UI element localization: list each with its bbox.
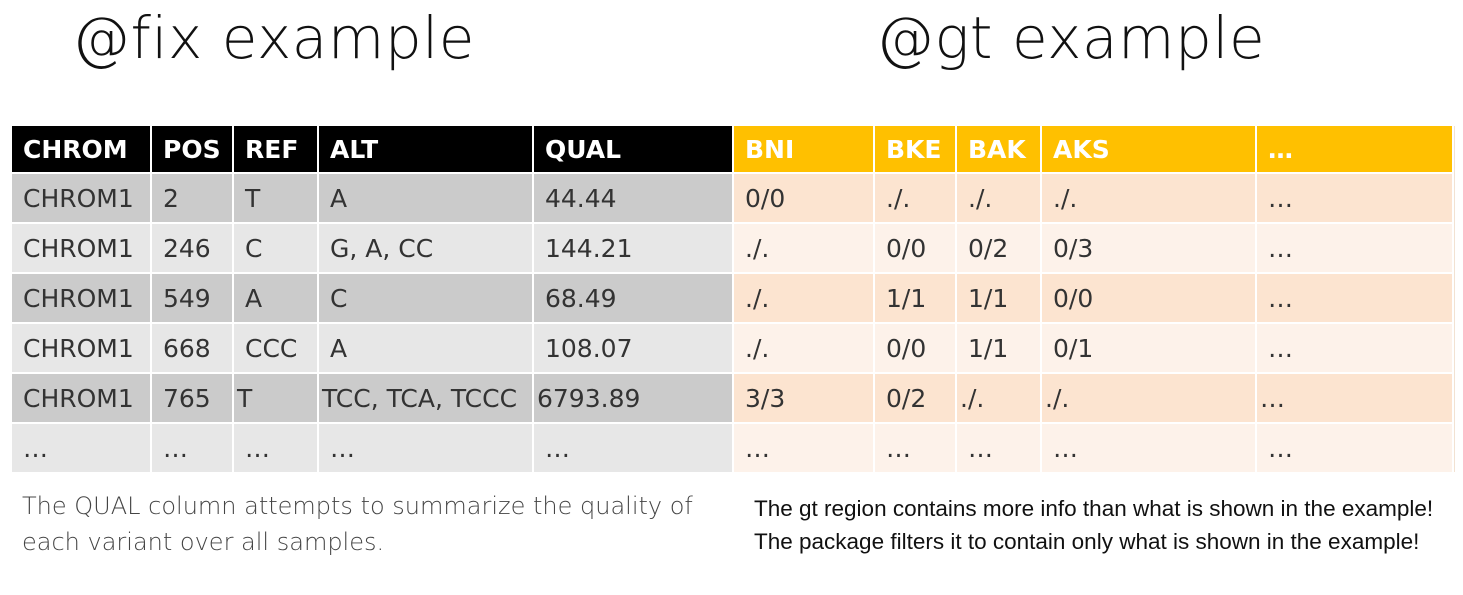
gt-cell: ./. [957, 372, 1042, 422]
gt-header-bni: BNI [734, 126, 875, 172]
fix-caption: The QUAL column attempts to summarize th… [22, 492, 693, 556]
table-row: … … … … … [12, 422, 734, 472]
fix-cell: 44.44 [534, 172, 734, 222]
gt-cell: … [1257, 372, 1454, 422]
fix-cell: CHROM1 [12, 172, 152, 222]
fix-cell: 246 [152, 222, 234, 272]
gt-header-bke: BKE [875, 126, 957, 172]
fix-cell: 2 [152, 172, 234, 222]
fix-header-qual: QUAL [534, 126, 734, 172]
table-row: CHROM1 765 T TCC, TCA, TCCC 6793.89 [12, 372, 734, 422]
fix-cell: 144.21 [534, 222, 734, 272]
fix-cell: … [319, 422, 534, 472]
fix-header-ref: REF [234, 126, 319, 172]
fix-cell: … [534, 422, 734, 472]
gt-header-bak: BAK [957, 126, 1042, 172]
fix-cell: TCC, TCA, TCCC [319, 372, 534, 422]
fix-cell: CCC [234, 322, 319, 372]
fix-header-chrom: CHROM [12, 126, 152, 172]
gt-cell: ./. [1042, 372, 1257, 422]
gt-cell: ./. [734, 322, 875, 372]
fix-cell: T [234, 372, 319, 422]
fix-cell: … [234, 422, 319, 472]
fix-cell: C [319, 272, 534, 322]
fix-cell: CHROM1 [12, 322, 152, 372]
gt-header-more: … [1257, 126, 1454, 172]
gt-cell: … [1257, 322, 1454, 372]
fix-cell: A [234, 272, 319, 322]
gt-cell: ./. [734, 222, 875, 272]
gt-cell: ./. [1042, 172, 1257, 222]
gt-cell: … [1257, 272, 1454, 322]
fix-cell: 668 [152, 322, 234, 372]
table-row: 0/0 ./. ./. ./. … [734, 172, 1454, 222]
gt-cell: 0/0 [734, 172, 875, 222]
table-row: CHROM1 246 C G, A, CC 144.21 [12, 222, 734, 272]
gt-cell: 0/1 [1042, 322, 1257, 372]
gt-cell: 3/3 [734, 372, 875, 422]
fix-header-row: CHROM POS REF ALT QUAL [12, 126, 734, 172]
table-row: ./. 0/0 1/1 0/1 … [734, 322, 1454, 372]
fix-example-title: @fix example [72, 4, 475, 72]
gt-caption: The gt region contains more info than wh… [754, 496, 1434, 554]
gt-cell: 1/1 [957, 272, 1042, 322]
gt-header-row: BNI BKE BAK AKS … [734, 126, 1454, 172]
fix-header-alt: ALT [319, 126, 534, 172]
gt-cell: … [1257, 222, 1454, 272]
fix-cell: A [319, 172, 534, 222]
table-row: CHROM1 2 T A 44.44 [12, 172, 734, 222]
gt-cell: 0/0 [875, 222, 957, 272]
gt-header-aks: AKS [1042, 126, 1257, 172]
fix-table: CHROM POS REF ALT QUAL CHROM1 2 T A 44.4… [12, 126, 734, 472]
fix-cell: CHROM1 [12, 222, 152, 272]
table-row: … … … … … [734, 422, 1454, 472]
gt-cell: … [734, 422, 875, 472]
gt-cell: … [1042, 422, 1257, 472]
fix-header-pos: POS [152, 126, 234, 172]
table-row: CHROM1 549 A C 68.49 [12, 272, 734, 322]
gt-cell: 1/1 [957, 322, 1042, 372]
gt-cell: 0/2 [957, 222, 1042, 272]
fix-cell: CHROM1 [12, 272, 152, 322]
fix-cell: 68.49 [534, 272, 734, 322]
gt-cell: … [1257, 172, 1454, 222]
gt-example-title: @gt example [876, 4, 1266, 72]
gt-cell: ./. [957, 172, 1042, 222]
gt-cell: 0/0 [875, 322, 957, 372]
fix-cell: 549 [152, 272, 234, 322]
gt-cell: ./. [734, 272, 875, 322]
fix-cell: … [152, 422, 234, 472]
fix-cell: C [234, 222, 319, 272]
fix-cell: 6793.89 [534, 372, 734, 422]
fix-cell: T [234, 172, 319, 222]
fix-cell: 108.07 [534, 322, 734, 372]
table-row: CHROM1 668 CCC A 108.07 [12, 322, 734, 372]
gt-cell: … [957, 422, 1042, 472]
gt-cell: … [1257, 422, 1454, 472]
table-row: 3/3 0/2 ./. ./. … [734, 372, 1454, 422]
gt-cell: … [875, 422, 957, 472]
fix-cell: … [12, 422, 152, 472]
gt-cell: 0/2 [875, 372, 957, 422]
gt-table: BNI BKE BAK AKS … 0/0 ./. ./. ./. … ./. … [734, 126, 1455, 472]
gt-cell: 1/1 [875, 272, 957, 322]
fix-cell: CHROM1 [12, 372, 152, 422]
gt-cell: 0/3 [1042, 222, 1257, 272]
fix-cell: G, A, CC [319, 222, 534, 272]
fix-cell: 765 [152, 372, 234, 422]
table-row: ./. 0/0 0/2 0/3 … [734, 222, 1454, 272]
gt-cell: 0/0 [1042, 272, 1257, 322]
gt-cell: ./. [875, 172, 957, 222]
table-row: ./. 1/1 1/1 0/0 … [734, 272, 1454, 322]
fix-cell: A [319, 322, 534, 372]
